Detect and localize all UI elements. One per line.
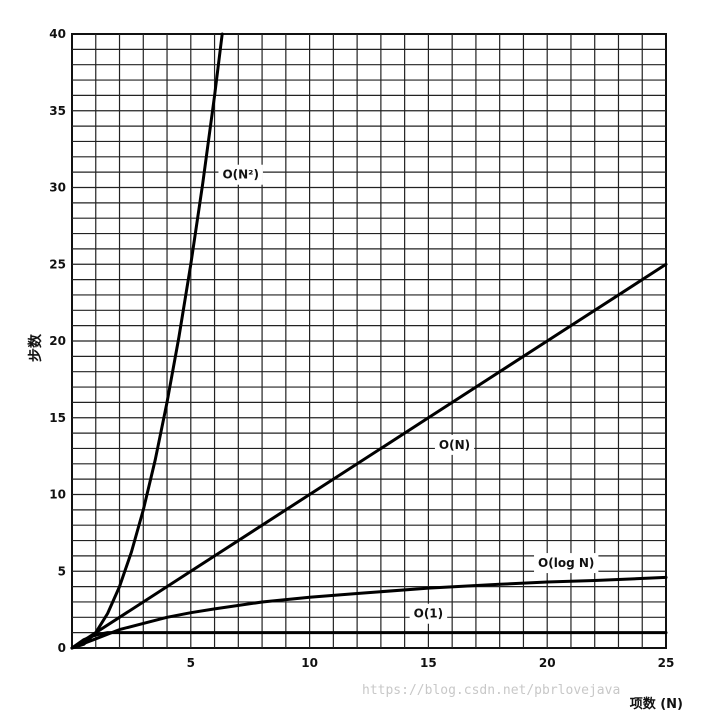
y-tick-label: 35	[49, 104, 66, 118]
curve-label-background	[434, 434, 475, 455]
curve-label-text: O(1)	[414, 607, 444, 621]
series-line-1	[70, 32, 224, 650]
x-tick-label: 5	[187, 656, 195, 670]
x-tick-label: 25	[658, 656, 675, 670]
curve-label: O(1)	[409, 603, 448, 624]
curve-labels: O(N²) O(N) O(log N) O(1)	[218, 164, 599, 624]
y-tick-label: 30	[49, 181, 66, 195]
curve-label-text: O(N²)	[222, 168, 258, 182]
curve-label: O(log N)	[534, 553, 599, 574]
y-tick-label: 10	[49, 488, 66, 502]
tick-labels: 0 5 10 15 20 25 30 35 40 5 10 15 20 25	[49, 27, 674, 670]
watermark: https://blog.csdn.net/pbrlovejava	[362, 683, 620, 698]
y-tick-label: 5	[58, 564, 66, 578]
grid	[71, 33, 667, 649]
curve-label-background	[534, 553, 599, 574]
y-tick-label: 0	[58, 641, 66, 655]
series-line-4	[70, 631, 668, 650]
x-axis-title: 项数 (N)	[630, 696, 683, 712]
y-axis-title: 步数	[27, 333, 44, 362]
series-line-2	[70, 262, 668, 650]
curve-label-text: O(log N)	[538, 556, 594, 570]
curve-label: O(N)	[434, 434, 475, 455]
series-lines	[70, 32, 668, 650]
curve-label-background	[218, 164, 263, 185]
y-tick-label: 40	[49, 27, 66, 41]
curve-label-text: O(N)	[439, 438, 470, 452]
curve-label-background	[409, 603, 448, 624]
x-tick-label: 15	[420, 656, 437, 670]
x-tick-label: 20	[539, 656, 556, 670]
series-line-3	[70, 575, 668, 650]
x-tick-label: 10	[301, 656, 318, 670]
y-tick-label: 20	[49, 334, 66, 348]
curve-label: O(N²)	[218, 164, 263, 185]
y-tick-label: 25	[49, 257, 66, 271]
y-tick-label: 15	[49, 411, 66, 425]
